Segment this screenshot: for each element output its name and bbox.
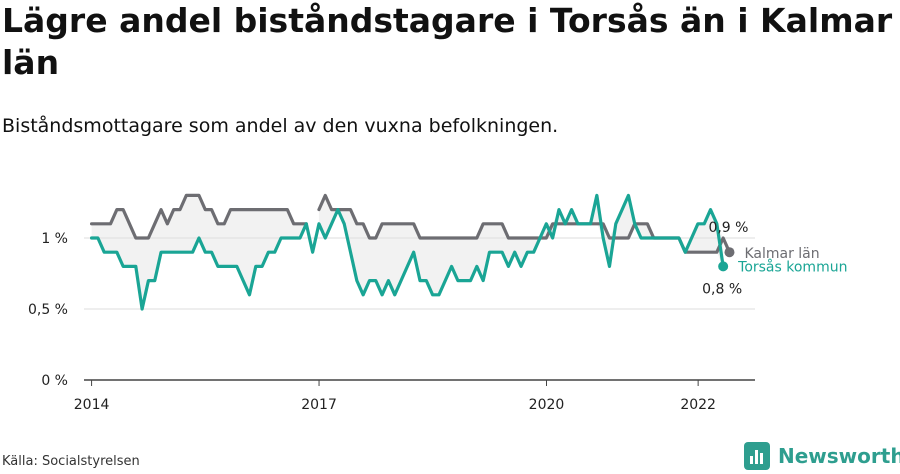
area-segment — [318, 195, 724, 295]
x-axis: 2014 2017 2020 2022 — [74, 379, 755, 413]
x-tick-label: 2017 — [301, 397, 337, 413]
endpoint-marker-kalmar — [724, 247, 735, 258]
bar-chart-logo-icon — [744, 442, 770, 470]
end-value-torsas: 0,8 % — [702, 281, 742, 297]
series-lines — [89, 193, 735, 311]
chart-subtitle: Biståndsmottagare som andel av den vuxna… — [2, 115, 559, 137]
source-note: Källa: Socialstyrelsen — [2, 454, 140, 469]
x-tick-label: 2022 — [680, 397, 716, 413]
y-tick-label: 0 % — [41, 373, 68, 389]
newsworthy-logo: Newsworthy — [744, 442, 900, 470]
endpoint-marker-torsas — [718, 261, 729, 272]
brand-name: Newsworthy — [778, 444, 900, 468]
chart-title: Lägre andel biståndstagare i Torsås än i… — [2, 1, 893, 82]
x-tick-label: 2014 — [74, 397, 110, 413]
series-line-torsas — [89, 193, 725, 311]
series-name-torsas: Torsås kommun — [737, 258, 847, 275]
y-tick-label: 1 % — [41, 231, 68, 247]
end-value-kalmar: 0,9 % — [708, 220, 748, 236]
series-name-kalmar: Kalmar län — [744, 246, 819, 262]
y-tick-label: 0,5 % — [28, 302, 68, 318]
x-tick-label: 2020 — [529, 397, 565, 413]
